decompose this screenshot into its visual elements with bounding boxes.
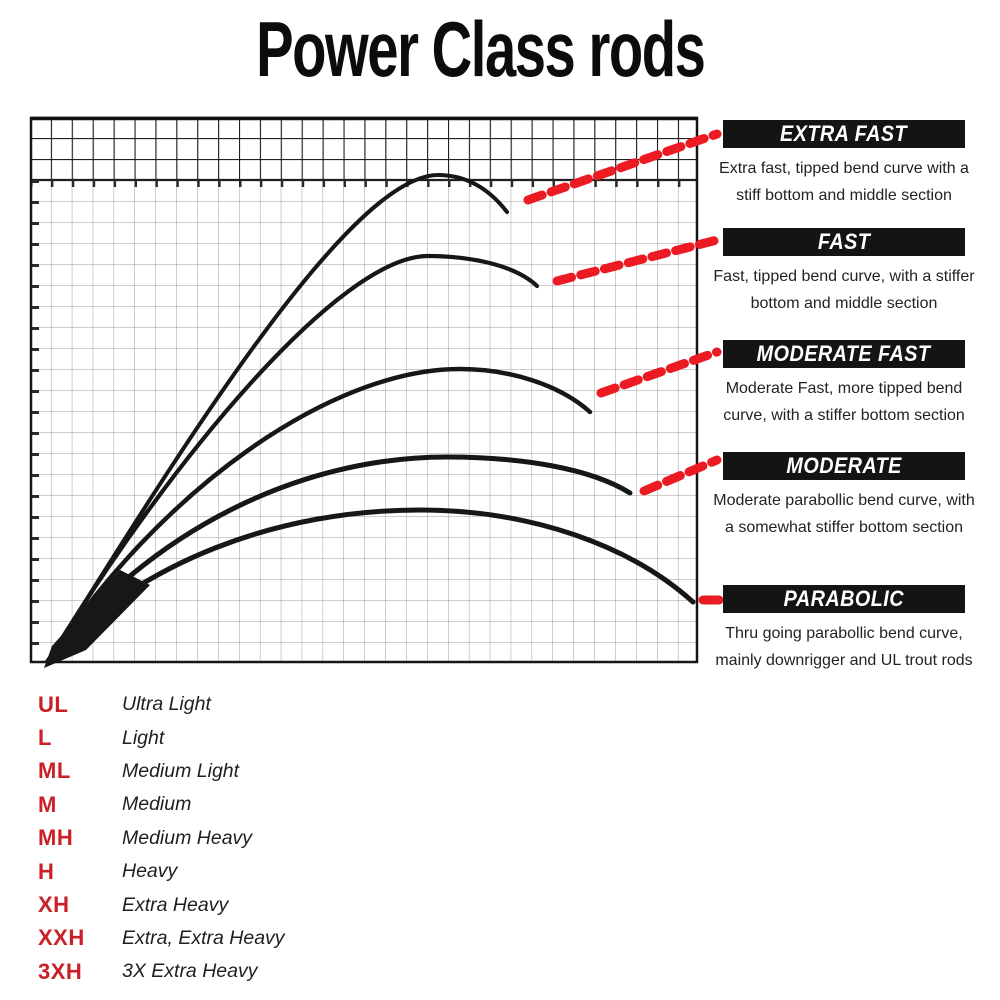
callout-description: Fast, tipped bend curve, with a stiffer …	[713, 268, 975, 312]
legend-name: Heavy	[122, 860, 178, 883]
curves	[44, 172, 696, 668]
legend-row-ml: ML Medium Light	[38, 755, 438, 788]
callout-label-box: MODERATE	[723, 452, 965, 480]
callout-label-box: MODERATE FAST	[723, 340, 965, 368]
callout-description: Moderate parabollic bend curve, with a s…	[713, 492, 975, 536]
legend-abbr: XXH	[38, 925, 85, 951]
curve-extra-fast	[46, 172, 509, 663]
callout-description: Moderate Fast, more tipped bend curve, w…	[723, 380, 965, 424]
callout-line-fast	[552, 235, 722, 286]
curve-moderate	[45, 454, 633, 664]
page-title-text: Power Class rods	[255, 5, 706, 93]
callout-lines	[523, 129, 724, 605]
callout-moderate-fast: MODERATE FAST Moderate Fast, more tipped…	[707, 340, 981, 429]
legend-abbr: XH	[38, 892, 70, 918]
callout-line-extra-fast	[523, 129, 722, 205]
callout-description: Extra fast, tipped bend curve with a sti…	[719, 160, 969, 204]
callout-label-box: FAST	[723, 228, 965, 256]
callout-label-box: PARABOLIC	[723, 585, 965, 613]
callout-label-box: EXTRA FAST	[723, 120, 965, 148]
callout-moderate: MODERATE Moderate parabollic bend curve,…	[707, 452, 981, 541]
callout-extra-fast: EXTRA FAST Extra fast, tipped bend curve…	[707, 120, 981, 209]
callout-description: Thru going parabollic bend curve, mainly…	[715, 625, 973, 669]
legend-row-3xh: 3XH 3X Extra Heavy	[38, 955, 438, 988]
legend-name: Light	[122, 726, 165, 749]
callout-line-moderate-fast	[596, 347, 722, 398]
callout-label: PARABOLIC	[783, 586, 905, 611]
legend-abbr: H	[38, 858, 55, 884]
legend-abbr: UL	[38, 691, 69, 717]
legend-name: Extra, Extra Heavy	[122, 926, 285, 949]
callout-line-moderate	[639, 455, 722, 496]
grid-dark-band	[30, 117, 698, 180]
legend-row-h: H Heavy	[38, 855, 438, 888]
legend-row-xh: XH Extra Heavy	[38, 888, 438, 921]
curve-fast	[45, 253, 540, 664]
legend-name: 3X Extra Heavy	[122, 960, 258, 983]
power-class-legend: UL Ultra Light L Light ML Medium Light M…	[38, 688, 438, 989]
callout-label: EXTRA FAST	[780, 121, 908, 146]
legend-name: Medium	[122, 793, 192, 816]
legend-row-ul: UL Ultra Light	[38, 688, 438, 721]
callout-label: MODERATE	[786, 453, 902, 478]
curve-convergence-wedge	[44, 570, 150, 668]
callout-fast: FAST Fast, tipped bend curve, with a sti…	[707, 228, 981, 317]
legend-row-m: M Medium	[38, 788, 438, 821]
curve-moderate-fast	[45, 366, 593, 664]
callout-parabolic: PARABOLIC Thru going parabollic bend cur…	[707, 585, 981, 674]
legend-abbr: 3XH	[38, 958, 83, 984]
legend-row-xxh: XXH Extra, Extra Heavy	[38, 922, 438, 955]
callout-label: MODERATE FAST	[757, 341, 931, 366]
legend-abbr: M	[38, 791, 57, 817]
legend-row-l: L Light	[38, 721, 438, 754]
legend-abbr: L	[38, 725, 52, 751]
legend-row-mh: MH Medium Heavy	[38, 822, 438, 855]
page-title: Power Class rods	[0, 2, 960, 96]
legend-name: Extra Heavy	[122, 893, 229, 916]
legend-abbr: ML	[38, 758, 71, 784]
callout-label: FAST	[817, 229, 871, 254]
legend-name: Medium Heavy	[122, 826, 253, 849]
legend-name: Ultra Light	[122, 693, 211, 716]
legend-name: Medium Light	[122, 759, 240, 782]
legend-abbr: MH	[38, 825, 74, 851]
